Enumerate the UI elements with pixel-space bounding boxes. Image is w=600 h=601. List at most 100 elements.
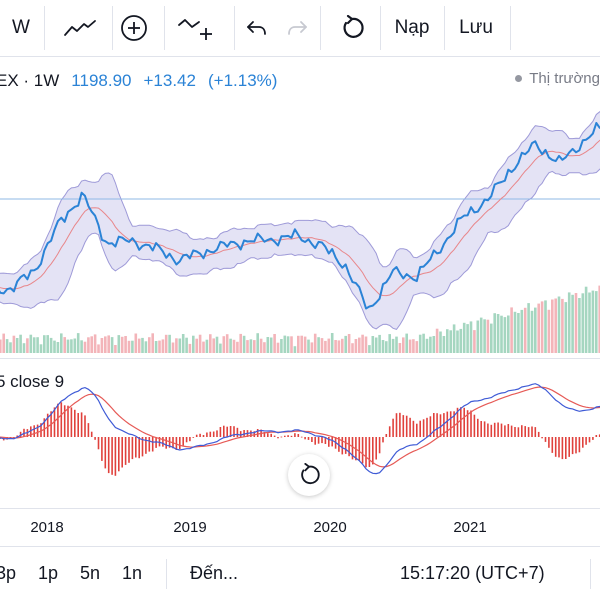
- volume-bar: [324, 340, 327, 353]
- volume-bar: [544, 300, 547, 353]
- plus-circle-icon[interactable]: [114, 0, 154, 56]
- volume-bar: [164, 334, 168, 353]
- volume-bar: [490, 323, 493, 353]
- redo-icon[interactable]: [280, 0, 314, 56]
- bottombar-divider: [166, 559, 167, 589]
- histogram-bar: [185, 437, 188, 443]
- reload-icon[interactable]: [334, 0, 370, 56]
- range-button[interactable]: 3p: [0, 563, 17, 583]
- histogram-bar: [477, 418, 479, 437]
- x-tick-label: 2020: [313, 519, 347, 536]
- compare-add-icon[interactable]: [172, 0, 220, 56]
- volume-bar: [374, 337, 378, 353]
- volume-bar: [493, 313, 496, 353]
- volume-bar: [293, 346, 297, 353]
- goto-date-button[interactable]: Đến...: [190, 563, 239, 583]
- status-dot-icon: [515, 74, 523, 82]
- histogram-bar: [74, 409, 76, 437]
- range-button[interactable]: 5n: [80, 563, 101, 583]
- volume-bar: [290, 336, 293, 353]
- volume-bar: [303, 336, 307, 353]
- histogram-bar: [483, 421, 486, 437]
- volume-bar: [110, 337, 114, 353]
- symbol-label[interactable]: EX · 1W: [0, 71, 60, 90]
- volume-bar: [188, 343, 192, 353]
- volume-bar: [39, 344, 43, 353]
- toolbar-divider: [380, 6, 381, 50]
- volume-bar: [256, 333, 259, 353]
- volume-bar: [341, 338, 344, 353]
- price-chart[interactable]: [0, 57, 600, 507]
- volume-bar: [408, 339, 412, 353]
- volume-bar: [253, 340, 256, 353]
- x-tick-label: 2018: [30, 519, 64, 536]
- histogram-bar: [277, 437, 279, 439]
- volume-bar: [283, 335, 287, 353]
- volume-bar: [469, 321, 473, 353]
- interval-button[interactable]: W: [12, 17, 30, 38]
- volume-bar: [395, 336, 398, 353]
- pane-divider[interactable]: [0, 358, 600, 359]
- histogram-bar: [280, 436, 283, 438]
- volume-bar: [168, 334, 171, 353]
- volume-bar: [523, 307, 527, 353]
- histogram-bar: [378, 437, 381, 454]
- histogram-bar: [94, 437, 96, 440]
- volume-bar: [209, 334, 212, 353]
- histogram-bar: [449, 411, 452, 437]
- histogram-bar: [307, 437, 310, 440]
- load-button[interactable]: Nạp: [394, 17, 430, 38]
- undo-icon[interactable]: [240, 0, 274, 56]
- histogram-bar: [497, 422, 499, 437]
- line-chart-icon[interactable]: [52, 0, 108, 56]
- reset-chart-button[interactable]: [288, 454, 330, 496]
- time-axis[interactable]: 2018 2019 2020 2021: [0, 508, 600, 545]
- histogram-bar: [385, 434, 388, 437]
- volume-bar: [381, 340, 385, 353]
- volume-bar: [219, 343, 222, 353]
- histogram-bar: [510, 425, 513, 437]
- volume-bar: [588, 292, 591, 353]
- toolbar-divider: [112, 6, 113, 50]
- volume-bar: [154, 341, 158, 353]
- macd-legend[interactable]: 5 close 9: [0, 372, 65, 391]
- range-button[interactable]: 1n: [122, 563, 143, 583]
- histogram-bar: [287, 435, 289, 437]
- volume-bar: [567, 292, 571, 353]
- volume-bar: [0, 339, 2, 353]
- last-price: 1198.90: [71, 71, 132, 90]
- histogram-bar: [409, 417, 411, 437]
- volume-bar: [418, 334, 422, 353]
- histogram-bar: [179, 437, 181, 450]
- volume-bar: [591, 290, 595, 353]
- volume-bar: [144, 341, 148, 353]
- volume-bar: [297, 335, 300, 353]
- volume-bar: [83, 341, 87, 353]
- volume-bar: [242, 335, 246, 353]
- histogram-bar: [151, 437, 154, 452]
- histogram-bar: [107, 437, 110, 474]
- histogram-bar: [402, 415, 405, 437]
- volume-bar: [53, 340, 56, 353]
- histogram-bar: [229, 426, 232, 437]
- volume-bar: [225, 334, 229, 353]
- histogram-bar: [463, 407, 465, 437]
- volume-bar: [537, 303, 540, 353]
- volume-bar: [456, 330, 459, 353]
- save-button[interactable]: Lưu: [459, 17, 493, 38]
- range-button[interactable]: 1p: [38, 563, 59, 583]
- histogram-bar: [239, 431, 242, 437]
- volume-bar: [344, 335, 347, 353]
- volume-bar: [415, 341, 419, 353]
- clock-timezone[interactable]: 15:17:20 (UTC+7): [400, 563, 545, 583]
- histogram-bar: [300, 436, 303, 438]
- volume-bar: [158, 340, 161, 353]
- volume-bar: [496, 314, 500, 353]
- volume-bar: [307, 339, 310, 353]
- histogram-bar: [97, 437, 100, 450]
- volume-bar: [43, 335, 46, 353]
- volume-bar: [405, 333, 408, 353]
- histogram-bar: [195, 434, 198, 437]
- toolbar-divider: [234, 6, 235, 50]
- histogram-bar: [189, 437, 191, 442]
